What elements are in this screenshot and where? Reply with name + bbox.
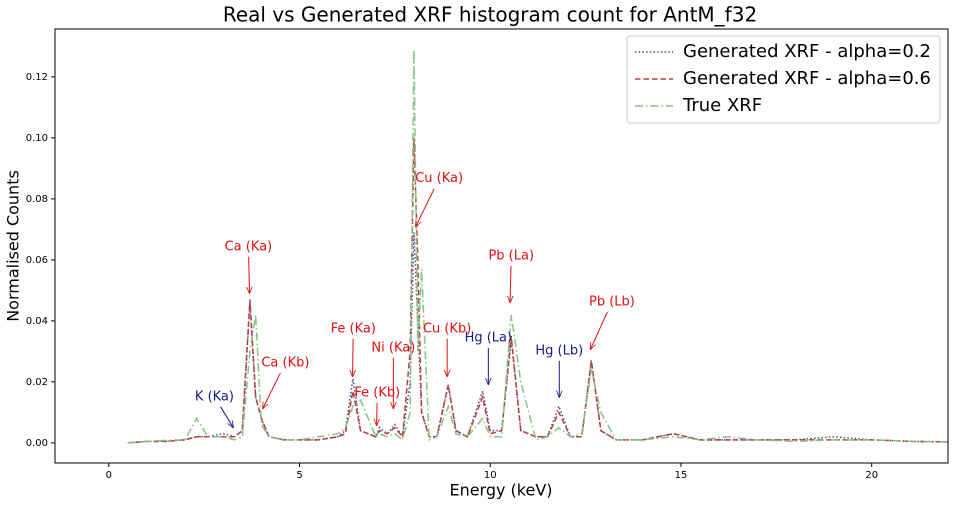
legend-label: Generated XRF - alpha=0.6	[683, 68, 931, 89]
annotation-label: K (Ka)	[195, 389, 234, 404]
legend-box	[626, 35, 941, 124]
legend-label: Generated XRF - alpha=0.2	[683, 41, 931, 62]
annotation-arrow	[510, 265, 511, 303]
x-tick-label: 5	[296, 470, 302, 481]
annotation-label: Ca (Ka)	[225, 239, 273, 254]
annotation-label: Cu (Kb)	[423, 321, 471, 336]
annotation-arrow	[263, 372, 281, 409]
y-tick-label: 0.06	[26, 255, 48, 266]
y-tick-label: 0.02	[26, 377, 48, 388]
annotation-label: Fe (Kb)	[354, 385, 400, 400]
y-axis-label: Normalised Counts	[4, 170, 23, 322]
annotation-arrow	[249, 256, 250, 294]
plot-frame	[54, 28, 949, 464]
legend-label: True XRF	[682, 95, 762, 116]
series-line	[127, 137, 948, 444]
annotation-label: Ca (Kb)	[261, 355, 309, 370]
annotation-label: Ni (Ka)	[371, 341, 415, 356]
x-tick-label: 20	[865, 470, 878, 481]
annotation-label: Hg (La)	[465, 330, 513, 345]
y-tick-label: 0.10	[26, 133, 48, 144]
y-tick-label: 0.04	[26, 316, 48, 327]
y-tick-label: 0.12	[26, 72, 48, 83]
y-tick-label: 0.00	[26, 438, 48, 449]
annotation-arrow	[590, 311, 608, 350]
annotation-label: Pb (La)	[488, 248, 534, 263]
annotation-label: Hg (Lb)	[535, 343, 583, 358]
x-axis-label: Energy (keV)	[449, 481, 552, 500]
x-tick-label: 15	[675, 470, 688, 481]
x-tick-label: 10	[484, 470, 497, 481]
annotation-label: Pb (Lb)	[589, 294, 635, 309]
annotation-arrow	[353, 338, 354, 377]
annotation-arrow	[415, 188, 435, 227]
chart-title: Real vs Generated XRF histogram count fo…	[223, 3, 757, 27]
series-line	[127, 232, 948, 444]
annotation-label: Fe (Ka)	[331, 321, 376, 336]
annotation-arrow	[377, 402, 378, 426]
x-tick-label: 0	[106, 470, 112, 481]
y-tick-label: 0.08	[26, 194, 48, 205]
series-line	[127, 49, 948, 444]
annotation-arrow	[220, 406, 234, 428]
annotation-label: Cu (Ka)	[415, 171, 463, 186]
